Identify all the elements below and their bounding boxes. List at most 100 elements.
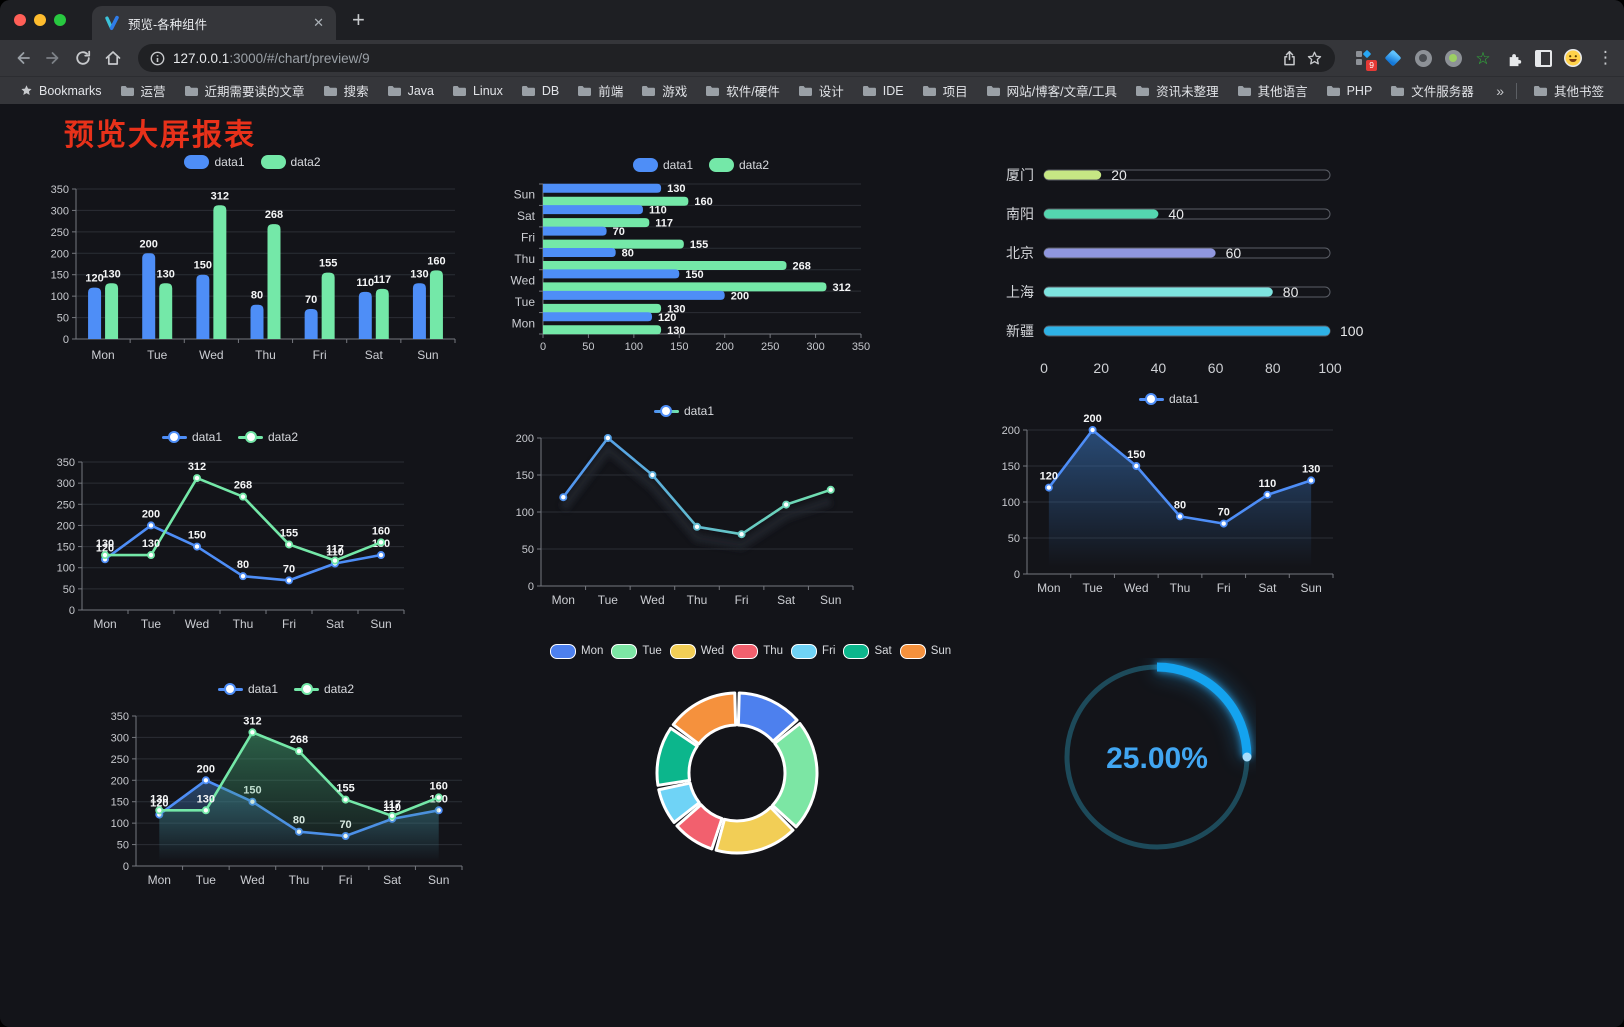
share-icon[interactable] [1281,50,1298,67]
bookmark-folder[interactable]: DB [513,81,567,101]
bookmark-folder[interactable]: 软件/硬件 [697,78,787,103]
chart-canvas[interactable]: 0 50 100 150 200 250 300 350 Mon Tue Wed Thu Fri Sat S… [40,175,465,367]
tab-close-icon[interactable]: ✕ [313,15,324,30]
svg-text:200: 200 [111,775,129,787]
svg-text:130: 130 [1302,463,1320,475]
forward-icon[interactable] [40,45,66,71]
legend-item[interactable]: data1 [184,155,245,169]
chart-legend[interactable]: data1 data2 [40,151,465,173]
site-info-icon[interactable] [150,51,165,66]
reload-icon[interactable] [70,45,96,71]
legend-item[interactable]: data1 [632,158,693,172]
bookmark-folder[interactable]: Linux [444,81,511,101]
bookmark-folder[interactable]: 搜索 [315,78,377,103]
bookmarks-manager-item[interactable]: Bookmarks [12,81,110,101]
browser-tab[interactable]: 预览-各种组件 ✕ [92,6,336,40]
legend-item[interactable]: data2 [294,682,354,696]
puzzle-extensions-icon[interactable] [1503,48,1523,68]
legend-item[interactable]: data2 [260,155,321,169]
area-line-chart-single[interactable]: data1 0 50 100 150 200 Mon Tue Wed Thu Fri Sat Sun 12… [993,388,1345,605]
legend-item[interactable]: Fri [791,643,835,659]
svg-text:0: 0 [1014,569,1020,581]
split-square-extension-icon[interactable] [1533,48,1553,68]
chart-legend[interactable]: data1 [505,400,863,422]
bookmark-folder[interactable]: 其他语言 [1229,78,1316,103]
bookmark-star-icon[interactable] [1306,50,1323,67]
horizontal-bar-chart[interactable]: data1 data2 0 50 100 150 200 250 300 350 Sun 130 160… [505,154,897,365]
legend-item[interactable]: Thu [732,643,783,659]
legend-item[interactable]: data1 [161,430,222,444]
bookmark-folder[interactable]: 文件服务器 [1382,78,1482,103]
legend-item[interactable]: Sat [843,643,892,659]
bookmark-folder[interactable]: 游戏 [633,78,695,103]
legend-item[interactable]: Sun [899,643,951,659]
window-zoom-button[interactable] [54,14,66,26]
browser-menu-icon[interactable]: ⋮ [1597,48,1614,67]
legend-item[interactable]: data1 [217,682,278,696]
svg-text:155: 155 [280,527,298,539]
svg-text:130: 130 [667,325,685,337]
chart-legend[interactable]: data1 data2 [100,678,472,700]
bookmark-folder[interactable]: 设计 [790,78,852,103]
folder-icon [862,85,876,96]
bookmark-folder[interactable]: 运营 [112,78,174,103]
chart-legend[interactable]: Mon Tue Wed Thu Fri Sat Sun [550,640,951,662]
wheel-extension-icon[interactable] [1413,48,1433,68]
legend-item[interactable]: data2 [709,158,769,172]
emoji-extension-icon[interactable] [1563,48,1583,68]
chart-canvas[interactable]: 25.00% [1058,658,1256,856]
svg-text:50: 50 [117,840,129,852]
bookmark-folder[interactable]: 资讯未整理 [1127,78,1227,103]
home-icon[interactable] [100,45,126,71]
chart-legend[interactable]: data1 [993,388,1345,410]
legend-item[interactable]: data2 [238,430,298,444]
legend-label: data1 [683,404,715,418]
chart-canvas[interactable] [550,664,930,860]
dual-line-chart[interactable]: data1 data2 0 50 100 150 200 250 300 350 Mon Tue Wed… [46,426,414,641]
bookmark-folder[interactable]: PHP [1318,81,1381,101]
legend-item[interactable]: Mon [550,643,603,659]
chart-canvas[interactable]: 0 50 100 150 200 Mon Tue Wed Thu Fri Sat Sun [505,424,863,612]
other-bookmarks-folder[interactable]: 其他书签 [1525,78,1612,103]
proxy-extension-icon[interactable]: 9 [1353,48,1377,71]
green-star-extension-icon[interactable]: ☆ [1475,48,1491,68]
donut-chart[interactable]: Mon Tue Wed Thu Fri Sat Sun [550,640,951,865]
legend-label: data2 [290,155,321,169]
bookmark-folder[interactable]: IDE [854,81,912,101]
window-close-button[interactable] [14,14,26,26]
new-tab-button[interactable]: + [352,7,365,32]
progress-bars-chart[interactable]: 厦门 20 南阳 40 北京 60 上海 80 新疆 100 0 20 40 60 80 100 [1000,159,1368,386]
bookmark-folder-label: 软件/硬件 [726,85,780,99]
chart-canvas[interactable]: 厦门 20 南阳 40 北京 60 上海 80 新疆 100 0 20 40 60 80 100 [1000,159,1368,381]
bookmarks-overflow-icon[interactable]: » [1496,82,1504,99]
area-line-chart-dual[interactable]: data1 data2 0 50 100 150 200 250 300 350 Mon Tue Wed… [100,678,472,897]
window-minimize-button[interactable] [34,14,46,26]
chart-canvas[interactable]: 0 50 100 150 200 250 300 350 Mon Tue Wed Thu Fri Sat S… [100,702,472,892]
bookmark-folder[interactable]: Java [379,81,442,101]
legend-item[interactable]: data1 [653,404,715,418]
chart-canvas[interactable]: 0 50 100 150 200 Mon Tue Wed Thu Fri Sat Sun 120 200 1… [993,412,1345,600]
folder-icon [1326,85,1340,96]
legend-item[interactable]: Wed [669,643,724,659]
legend-item[interactable]: Tue [611,643,662,659]
bookmark-folder[interactable]: 近期需要读的文章 [176,78,313,103]
green-dot-extension-icon[interactable] [1443,48,1463,68]
address-bar[interactable]: 127.0.0.1:3000/#/chart/preview/9 [138,44,1335,72]
bookmark-folder[interactable]: 网站/博客/文章/工具 [978,78,1125,103]
chart-legend[interactable]: data1 data2 [505,154,897,176]
svg-text:312: 312 [211,190,229,202]
gauge-chart[interactable]: 25.00% [1058,658,1256,861]
grouped-bar-chart[interactable]: data1 data2 0 50 100 150 200 250 300 350 Mon Tue Wed… [40,151,465,372]
back-icon[interactable] [10,45,36,71]
chart-canvas[interactable]: 0 50 100 150 200 250 300 350 Mon Tue Wed Thu Fri Sat S… [46,450,414,636]
bookmark-folder[interactable]: 前端 [569,78,631,103]
bookmark-folder[interactable]: 项目 [914,78,976,103]
legend-item[interactable]: data1 [1138,392,1199,406]
chart-legend[interactable]: data1 data2 [46,426,414,448]
svg-text:20: 20 [1093,360,1109,376]
url-text[interactable]: 127.0.0.1:3000/#/chart/preview/9 [173,51,1273,66]
gem-extension-icon[interactable] [1383,48,1403,68]
gradient-line-chart[interactable]: data1 0 50 100 150 200 Mon Tue Wed Thu Fri Sat Sun [505,400,863,617]
svg-text:50: 50 [1008,533,1020,545]
